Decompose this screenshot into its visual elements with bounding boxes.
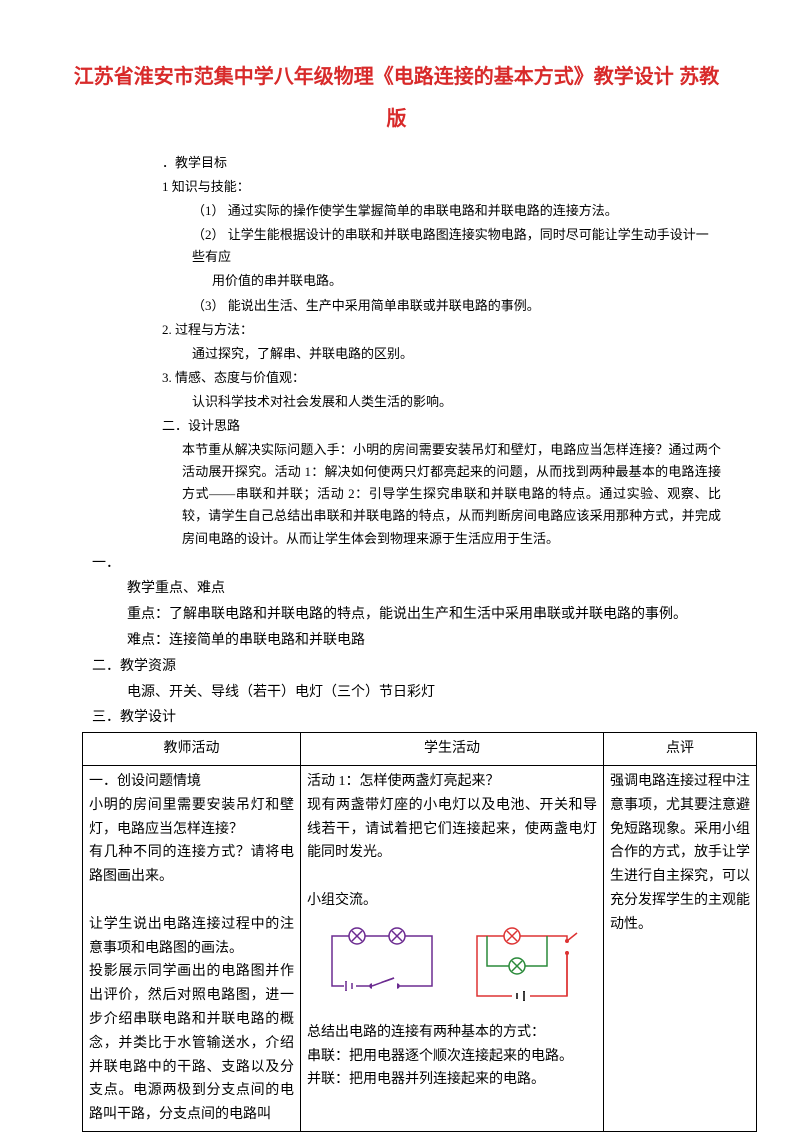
c2-l1: 活动 1：怎样使两盏灯亮起来？ [307,774,500,789]
th-student: 学生活动 [301,733,604,766]
cell-teacher: 一．创设问题情境 小明的房间里需要安装吊灯和壁灯，电路应当怎样连接？ 有几种不同… [83,765,301,1131]
res-items: 电源、开关、导线（若干）电灯（三个）节日彩灯 [127,681,721,705]
proc-item: 通过探究，了解串、并联电路的区别。 [192,343,721,365]
ks-item3: （3） 能说出生活、生产中采用简单串联或并联电路的事例。 [192,295,721,317]
design-sec-head: 三．教学设计 [92,706,721,730]
proc-head: 2. 过程与方法： [162,319,721,341]
res-head: 二．教学资源 [92,655,721,679]
c2-l2: 现有两盏带灯座的小电灯以及电池、开关和导线若干，请试着把它们连接起来，使两盏电灯… [307,798,597,861]
th-teacher: 教师活动 [83,733,301,766]
pt-diff: 难点：连接简单的串联电路和并联电路 [127,629,721,653]
c2-l5: 串联：把用电器逐个顺次连接起来的电路。 [307,1049,573,1064]
attitude-head: 3. 情感、态度与价值观： [162,367,721,389]
circuit-diagrams [307,921,597,1011]
pt-head: 教学重点、难点 [127,577,721,601]
pt-key: 重点：了解串联电路和并联电路的特点，能说出生产和生活中采用串联或并联电路的事例。 [127,603,721,627]
c1-l1: 一．创设问题情境 [89,774,201,789]
cell-comment: 强调电路连接过程中注意事项，尤其要注意避免短路现象。采用小组合作的方式，放手让学… [604,765,757,1131]
c2-l6: 并联：把用电器并列连接起来的电路。 [307,1072,545,1087]
c1-l3: 有几种不同的连接方式？请将电路图画出来。 [89,845,294,884]
c1-l2: 小明的房间里需要安装吊灯和壁灯，电路应当怎样连接？ [89,798,294,837]
ks-item2b: 用价值的串并联电路。 [212,270,721,292]
c2-l4: 总结出电路的连接有两种基本的方式： [307,1025,545,1040]
design-text: 本节重从解决实际问题入手：小明的房间需要安装吊灯和壁灯，电路应当怎样连接？通过两… [182,439,721,549]
c1-l4: 让学生说出电路连接过程中的注意事项和电路图的画法。 [89,917,294,956]
parallel-circuit-icon [462,921,582,1011]
doc-title-line1: 江苏省淮安市范集中学八年级物理《电路连接的基本方式》教学设计 苏教 [72,60,721,94]
design-head: 二．设计思路 [162,415,721,437]
ks-item2: （2） 让学生能根据设计的串联和并联电路图连接实物电路，同时尽可能让学生动手设计… [192,224,721,268]
attitude-item: 认识科学技术对社会发展和人类生活的影响。 [192,391,721,413]
know-skill-head: 1 知识与技能： [162,176,721,198]
ks-item1: （1） 通过实际的操作使学生掌握简单的串联电路和并联电路的连接方法。 [192,200,721,222]
c2-l3: 小组交流。 [307,893,377,908]
doc-title-line2: 版 [72,102,721,136]
cell-student: 活动 1：怎样使两盏灯亮起来？ 现有两盏带灯座的小电灯以及电池、开关和导线若干，… [301,765,604,1131]
c1-l5: 投影展示同学画出的电路图并作出评价，然后对照电路图，进一步介绍串联电路和并联电路… [89,964,294,1122]
pre-one: 一． [92,552,721,576]
th-comment: 点评 [604,733,757,766]
series-circuit-icon [322,926,442,1006]
teaching-table: 教师活动 学生活动 点评 一．创设问题情境 小明的房间里需要安装吊灯和壁灯，电路… [82,732,757,1132]
goal-head: ．教学目标 [162,152,721,174]
c3-l1: 强调电路连接过程中注意事项，尤其要注意避免短路现象。采用小组合作的方式，放手让学… [610,774,750,932]
